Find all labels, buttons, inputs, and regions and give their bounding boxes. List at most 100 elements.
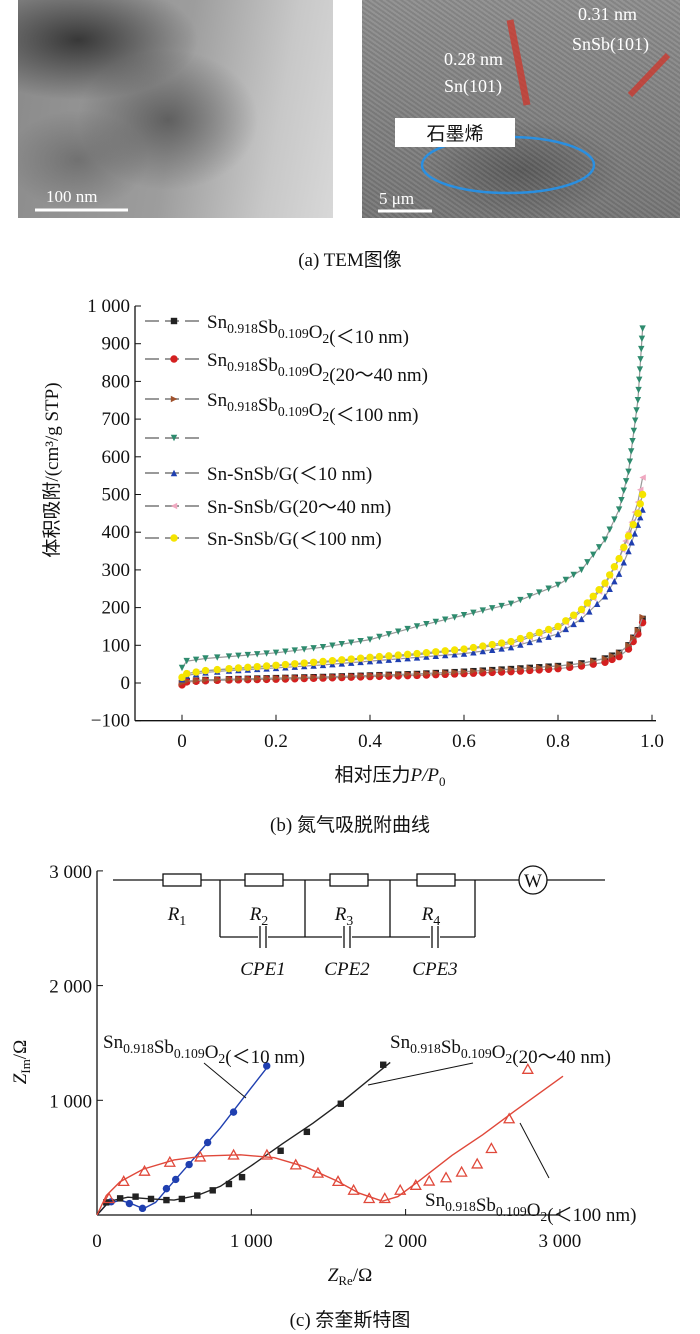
label-subscript: 2: [218, 1051, 225, 1066]
legend-marker: [170, 395, 178, 403]
data-point: [439, 1171, 453, 1183]
data-point: [620, 487, 627, 494]
y-tick-label: 400: [102, 522, 131, 543]
data-point: [301, 646, 308, 653]
data-point: [562, 617, 570, 625]
data-point: [460, 611, 468, 619]
data-point: [201, 666, 210, 675]
data-point: [606, 526, 613, 533]
x-tick-label: 0: [92, 1231, 102, 1252]
data-point: [192, 656, 200, 664]
data-point: [625, 547, 632, 555]
cpe-label-1: CPE1: [240, 959, 285, 980]
data-point: [138, 1204, 147, 1213]
data-point: [244, 663, 252, 672]
cpe-gap: [258, 927, 268, 947]
data-point: [376, 671, 383, 679]
data-point: [554, 622, 562, 631]
data-point: [163, 1155, 176, 1167]
data-point: [545, 633, 552, 640]
data-point: [485, 1142, 498, 1154]
data-point: [441, 647, 449, 655]
cpe-label-2: CPE2: [324, 959, 370, 980]
equivalent-circuit-diagram: CPE1 CPE2 CPE3 R1 R2 R3 R4 W: [113, 865, 605, 980]
legend-marker: [170, 469, 178, 477]
chart-c-axes: 1 000 2 000 3 000 0 1 000 2 000 3 000: [49, 862, 581, 1252]
data-point: [309, 658, 318, 666]
data-point: [507, 643, 515, 651]
data-point: [403, 650, 412, 659]
label-part: O: [309, 400, 323, 421]
warburg-element: [518, 865, 548, 895]
data-point: [498, 666, 505, 673]
resistor-label: R2: [249, 904, 269, 929]
data-point: [125, 1199, 134, 1208]
data-point: [442, 651, 449, 659]
data-point: [404, 654, 411, 662]
cpe-gap: [430, 927, 440, 947]
data-point: [162, 1184, 171, 1193]
data-point: [639, 325, 646, 332]
data-point: [639, 474, 646, 481]
resistor: [416, 873, 456, 887]
label-part: (20～40 nm): [512, 1047, 611, 1068]
label-part: Sn: [207, 312, 228, 333]
resistor-label: R1: [167, 904, 187, 929]
data-point: [636, 376, 643, 383]
label-part: Sn: [207, 390, 228, 411]
data-point: [423, 1174, 436, 1186]
label-part: Sn: [103, 1032, 124, 1053]
data-point: [289, 1158, 302, 1170]
ylabel-sub: Im: [18, 1059, 33, 1073]
data-point: [479, 642, 487, 650]
data-point: [615, 570, 623, 577]
data-point: [328, 656, 337, 665]
data-point: [618, 496, 625, 504]
resistor: [244, 873, 284, 887]
data-point: [625, 468, 632, 476]
data-point: [578, 566, 585, 574]
data-point: [432, 669, 439, 677]
y-tick-label: 500: [102, 485, 131, 506]
label-part: Sb: [258, 355, 278, 376]
data-point: [625, 642, 632, 649]
data-point: [562, 625, 570, 633]
data-point: [385, 671, 392, 679]
data-point: [235, 652, 242, 660]
y-tick-label: 0: [121, 673, 131, 694]
data-point: [544, 625, 553, 634]
legend-label: Sn0.918Sb0.109O2(＜10 nm): [207, 312, 409, 348]
chart-b-xlabel: 相对压力P/P0: [334, 764, 445, 789]
x-tick-label: 3 000: [539, 1231, 582, 1252]
y-tick-label: 600: [102, 447, 131, 468]
legend-marker: [170, 502, 178, 510]
data-point: [633, 407, 640, 414]
data-point: [545, 663, 552, 670]
label-part: (＜10 nm): [225, 1047, 305, 1068]
label-subscript: 2: [261, 914, 268, 929]
xlabel-text: 相对压力: [334, 764, 410, 786]
chart-c-series: [96, 1061, 564, 1216]
data-point: [535, 628, 543, 637]
label-part: O: [492, 1042, 506, 1063]
data-point: [366, 672, 374, 679]
data-point: [489, 646, 496, 653]
label-part: (20～40 nm): [293, 497, 392, 518]
data-point: [601, 536, 609, 543]
label-part: Sn-SnSb/G: [207, 529, 293, 550]
data-point: [225, 1180, 233, 1188]
data-point: [338, 656, 346, 664]
label-subscript: 0.918: [410, 1041, 441, 1056]
data-point: [628, 539, 635, 546]
data-point: [503, 1112, 516, 1124]
data-point: [442, 669, 449, 676]
legend-label: Sn-SnSb/G(＜100 nm): [207, 529, 382, 550]
data-point: [471, 1157, 484, 1169]
data-point: [423, 620, 430, 628]
data-point: [526, 631, 534, 640]
data-point: [185, 1160, 193, 1169]
label-subscript: 2: [322, 409, 329, 424]
data-point: [627, 448, 635, 455]
label-subscript: 0.109: [496, 1204, 527, 1219]
series-Sn0.918Sb0.109O2(20~40 nm): [96, 1061, 391, 1216]
